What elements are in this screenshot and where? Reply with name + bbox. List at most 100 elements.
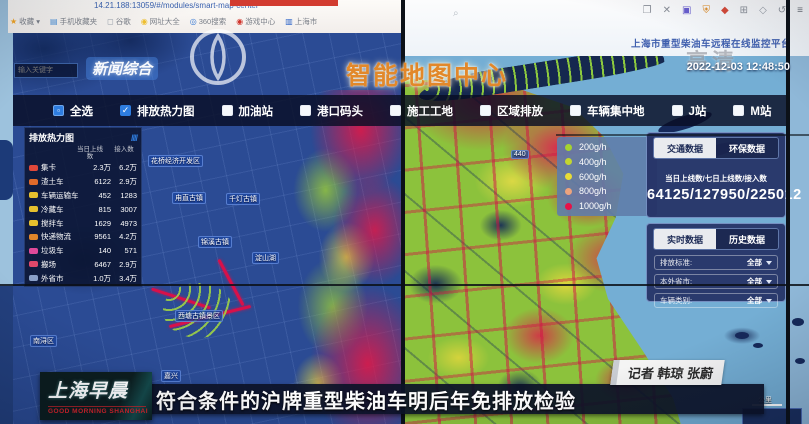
tab-history-data[interactable]: 历史数据 bbox=[716, 229, 778, 249]
tab-realtime-data[interactable]: 实时数据 bbox=[654, 229, 716, 249]
table-row[interactable]: 冷藏车 815 3007 bbox=[29, 202, 137, 216]
bookmark-item[interactable]: ◻ 谷歌 bbox=[107, 16, 131, 27]
checkbox-icon[interactable] bbox=[221, 105, 233, 116]
filter-dropdown[interactable]: 车辆类别: 全部 bbox=[654, 293, 778, 308]
checkbox-label: 排放热力图 bbox=[137, 105, 195, 118]
vehicle-label: 搬场 bbox=[41, 259, 56, 269]
checkbox-icon[interactable] bbox=[570, 105, 581, 116]
vehicle-table: 集卡 2.3万 6.2万 渣土车 6122 2.9万 车辆运输车 452 128… bbox=[29, 161, 137, 285]
chevron-down-icon bbox=[766, 279, 772, 284]
filter-value: 全部 bbox=[747, 296, 762, 305]
bookmark-item[interactable]: ▤ 手机收藏夹 bbox=[50, 16, 97, 27]
access-count: 4.2万 bbox=[119, 232, 137, 242]
access-count: 1283 bbox=[120, 190, 137, 200]
search-input[interactable] bbox=[14, 63, 78, 78]
browser-chrome-right: ⌕ ❐ ✕ ▣ ⛨ ◆ ⊞ ◇ ↺ ≡ bbox=[405, 0, 809, 56]
bookmark-icon: ▤ bbox=[50, 17, 58, 26]
map-town-label: 千灯古镇 bbox=[226, 193, 260, 205]
checkbox-icon[interactable] bbox=[120, 105, 131, 116]
checkbox-icon[interactable] bbox=[390, 105, 401, 116]
tab-environment-data[interactable]: 环保数据 bbox=[716, 138, 778, 158]
checkbox-icon[interactable] bbox=[53, 105, 64, 116]
table-row[interactable]: 快递物流 9561 4.2万 bbox=[29, 230, 137, 244]
bookmark-label: 谷歌 bbox=[115, 17, 131, 26]
browser-toolbar-icon[interactable]: ⛨ bbox=[702, 5, 710, 16]
online-count: 452 bbox=[98, 190, 111, 200]
checkbox-label: M站 bbox=[750, 105, 772, 118]
toolbar-checkbox-item[interactable]: 区域排放 bbox=[480, 103, 543, 119]
checkbox-label: 区域排放 bbox=[497, 105, 543, 118]
browser-toolbar-icon[interactable]: ▣ bbox=[682, 5, 692, 16]
table-row[interactable]: 渣土车 6122 2.9万 bbox=[29, 175, 137, 189]
online-count: 140 bbox=[98, 246, 111, 256]
toolbar-checkbox-item[interactable]: M站 bbox=[733, 103, 772, 119]
online-count: 6122 bbox=[94, 177, 111, 187]
bookmark-label: 360搜索 bbox=[198, 17, 227, 26]
legend-row: 200g/h bbox=[565, 142, 649, 152]
bookmark-item[interactable]: ★ 收藏 ▾ bbox=[10, 16, 40, 27]
checkbox-icon[interactable] bbox=[480, 105, 491, 116]
filter-dropdown[interactable]: 排放标准: 全部 bbox=[654, 255, 778, 270]
address-bar-url[interactable]: 14.21.188:13059/#/modules/smart-map-cent… bbox=[94, 1, 259, 10]
vehicle-icon bbox=[29, 275, 38, 282]
browser-toolbar-icon[interactable]: ✕ bbox=[662, 5, 672, 16]
browser-toolbar-icon[interactable]: ◇ bbox=[759, 5, 767, 16]
table-row[interactable]: 搬场 6467 2.9万 bbox=[29, 258, 137, 272]
search-icon[interactable]: ⌕ bbox=[453, 8, 459, 19]
headline-text: 符合条件的沪牌重型柴油车明后年免排放检验 bbox=[156, 390, 576, 413]
table-row[interactable]: 车辆运输车 452 1283 bbox=[29, 189, 137, 203]
browser-toolbar-icon[interactable]: ◆ bbox=[720, 5, 729, 16]
bookmark-item[interactable]: ◎ 360搜索 bbox=[190, 16, 227, 27]
bookmark-item[interactable]: ◉ 网址大全 bbox=[141, 16, 180, 27]
vehicle-icon bbox=[29, 247, 38, 254]
filter-dropdown[interactable]: 本外省市: 全部 bbox=[654, 274, 778, 289]
browser-toolbar-icon[interactable]: ↺ bbox=[777, 5, 787, 16]
browser-toolbar-icon[interactable]: ❐ bbox=[642, 5, 652, 16]
filter-value: 全部 bbox=[747, 277, 762, 286]
table-row[interactable]: 垃圾车 140 571 bbox=[29, 244, 137, 258]
panel-title: 排放热力图 bbox=[29, 133, 75, 143]
legend-dot-icon bbox=[565, 143, 572, 151]
vehicle-label: 快递物流 bbox=[41, 232, 71, 242]
checkbox-icon[interactable] bbox=[671, 105, 683, 116]
bookmark-label: 网址大全 bbox=[149, 17, 180, 26]
vehicle-icon bbox=[29, 206, 38, 213]
tab-traffic-data[interactable]: 交通数据 bbox=[654, 138, 716, 158]
toolbar-checkbox-item[interactable]: J站 bbox=[671, 103, 706, 119]
keyword-search-box[interactable] bbox=[14, 59, 78, 78]
map-town-label: 锦溪古镇 bbox=[198, 236, 232, 248]
checkbox-icon[interactable] bbox=[300, 105, 311, 116]
access-count: 3007 bbox=[120, 204, 137, 214]
bookmark-item[interactable]: ◉ 游戏中心 bbox=[236, 16, 275, 27]
channel-watermark: 新闻综合 bbox=[86, 57, 159, 80]
broadcast-timestamp: 2022-12-03 12:48:50 bbox=[686, 61, 790, 73]
map-land-shape bbox=[0, 286, 13, 424]
legend-dot-icon bbox=[565, 187, 572, 195]
browser-toolbar-icon[interactable]: ⊞ bbox=[739, 5, 749, 16]
checkbox-label: 加油站 bbox=[238, 105, 274, 118]
sea-islet bbox=[735, 332, 749, 339]
heatmap-edge-spill bbox=[262, 90, 403, 424]
toolbar-checkbox-item[interactable]: 车辆集中地 bbox=[570, 103, 645, 119]
browser-toolbar-icon[interactable]: ≡ bbox=[797, 5, 803, 16]
online-count: 1.0万 bbox=[93, 273, 111, 283]
checkbox-icon[interactable] bbox=[733, 105, 745, 116]
table-row[interactable]: 外省市 1.0万 3.4万 bbox=[29, 271, 137, 285]
checkbox-label: 施工工地 bbox=[407, 105, 453, 118]
legend-dot-icon bbox=[565, 173, 572, 180]
legend-label: 400g/h bbox=[579, 156, 607, 167]
bookmark-icon: ★ bbox=[10, 17, 18, 26]
monitor-bezel-horizontal bbox=[0, 284, 809, 286]
table-row[interactable]: 集卡 2.3万 6.2万 bbox=[29, 161, 137, 175]
bookmark-icon: ◉ bbox=[236, 17, 244, 26]
legend-dot-icon bbox=[565, 158, 572, 166]
toolbar-checkbox-item[interactable]: 排放热力图 bbox=[120, 103, 195, 119]
toolbar-checkbox-item[interactable]: 港口码头 bbox=[300, 103, 363, 119]
bookmark-item[interactable]: ▥ 上海市 bbox=[285, 16, 317, 27]
legend-row: 400g/h bbox=[565, 157, 649, 167]
vehicle-label: 冷藏车 bbox=[41, 204, 64, 214]
toolbar-checkbox-item[interactable]: 全选 bbox=[53, 103, 93, 119]
table-row[interactable]: 搅拌车 1629 4973 bbox=[29, 216, 137, 230]
toolbar-checkbox-item[interactable]: 加油站 bbox=[221, 103, 274, 119]
toolbar-checkbox-item[interactable]: 施工工地 bbox=[390, 103, 453, 119]
